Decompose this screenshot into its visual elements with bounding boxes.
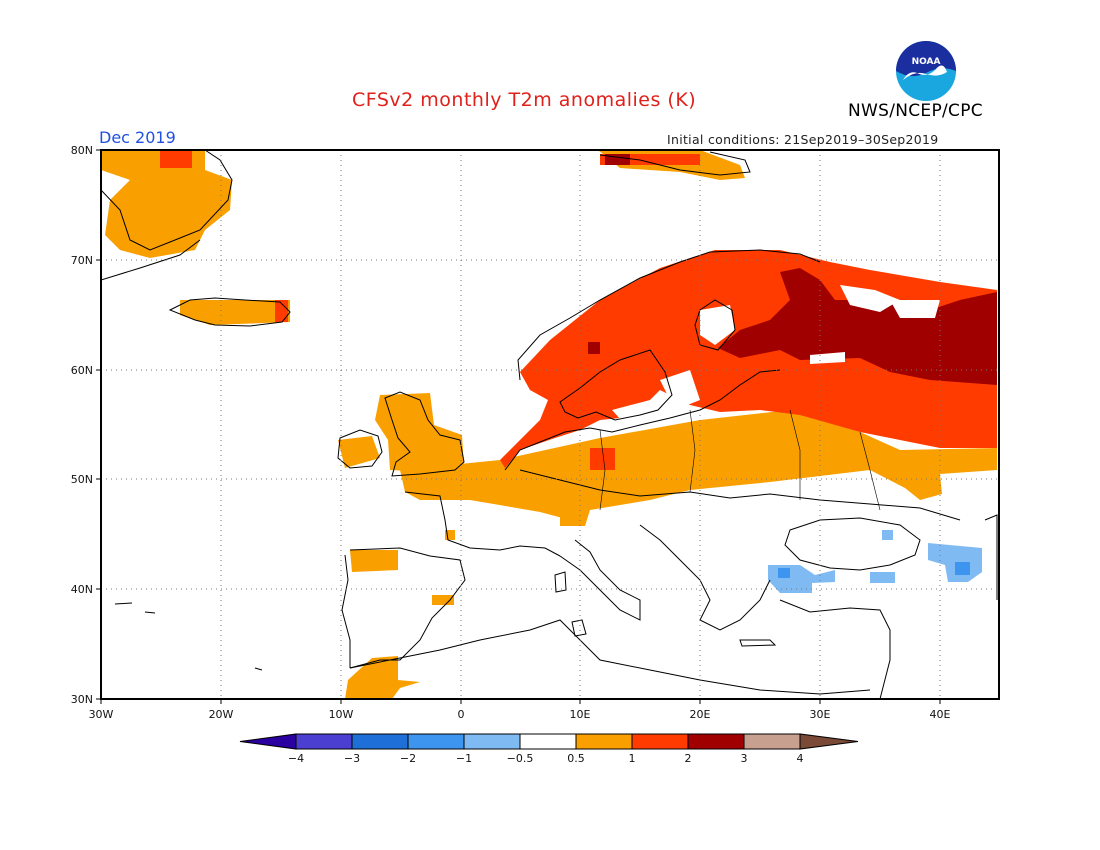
colorbar-cell — [799, 733, 859, 750]
initial-conditions-label: Initial conditions: 21Sep2019–30Sep2019 — [667, 132, 939, 147]
map-frame — [100, 149, 1000, 700]
colorbar-labels: −4 −3 −2 −1 −0.5 0.5 1 2 3 4 — [288, 752, 804, 765]
colorbar-cell — [351, 733, 409, 750]
svg-text:NOAA: NOAA — [912, 57, 941, 67]
colorbar-label: 0.5 — [567, 752, 585, 765]
axis-ticks — [96, 149, 941, 704]
lon-label: 10E — [570, 708, 591, 721]
coastlines — [101, 150, 998, 699]
lat-label: 30N — [71, 693, 93, 706]
lat-label: 80N — [71, 144, 93, 157]
lat-label: 70N — [71, 254, 93, 267]
colorbar-cell — [295, 733, 353, 750]
lat-label: 60N — [71, 364, 93, 377]
colorbar-cell — [743, 733, 801, 750]
colorbar-cell — [687, 733, 745, 750]
colorbar-cell — [519, 733, 577, 750]
anomaly-fill-neg-1-2 — [778, 562, 970, 578]
colorbar-cell — [631, 733, 689, 750]
colorbar-cell — [575, 733, 633, 750]
colorbar-label: 4 — [797, 752, 804, 765]
lon-label: 30E — [810, 708, 831, 721]
colorbar-cell — [463, 733, 521, 750]
lon-label: 20E — [690, 708, 711, 721]
colorbar-label: −1 — [456, 752, 472, 765]
forecast-month-label: Dec 2019 — [99, 128, 176, 147]
lon-label: 30W — [89, 708, 114, 721]
colorbar-label: −2 — [400, 752, 416, 765]
colorbar-label: −4 — [288, 752, 304, 765]
lon-label: 0 — [458, 708, 465, 721]
lon-label: 20W — [209, 708, 234, 721]
colorbar-label: 3 — [741, 752, 748, 765]
lon-label: 40E — [930, 708, 951, 721]
agency-label: NWS/NCEP/CPC — [848, 101, 983, 121]
colorbar-cell — [239, 733, 297, 750]
lat-label: 50N — [71, 473, 93, 486]
colorbar-label: −0.5 — [507, 752, 534, 765]
colorbar-label: 2 — [685, 752, 692, 765]
chart-title: CFSv2 monthly T2m anomalies (K) — [352, 89, 697, 111]
colorbar-label: −3 — [344, 752, 360, 765]
anomaly-fill-neutral-gaps — [612, 285, 940, 430]
lat-label: 40N — [71, 583, 93, 596]
colorbar-cells — [239, 733, 859, 750]
lon-label: 10W — [329, 708, 354, 721]
colorbar-cell — [407, 733, 465, 750]
colorbar-label: 1 — [629, 752, 636, 765]
noaa-logo-icon: NOAA — [896, 41, 956, 101]
